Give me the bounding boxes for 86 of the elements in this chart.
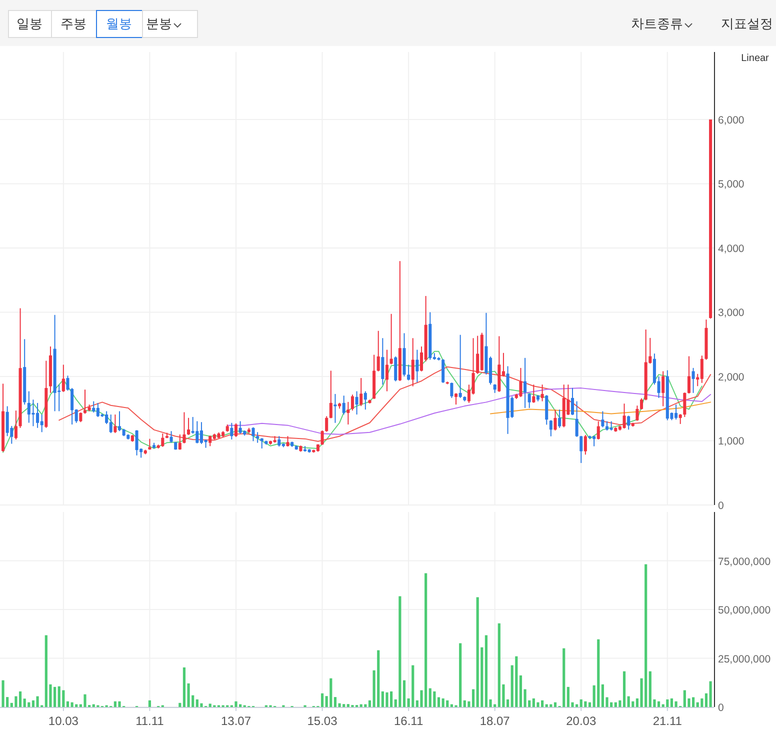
- bar: [386, 692, 388, 707]
- line-series: [490, 402, 712, 414]
- bar: [23, 698, 26, 707]
- bar: [32, 700, 35, 707]
- bar: [618, 700, 622, 707]
- line-series: [58, 366, 712, 442]
- bar: [18, 691, 22, 707]
- text: 지표설정: [721, 16, 773, 31]
- bar: [463, 700, 466, 707]
- text: 월봉: [106, 16, 132, 31]
- bar: [627, 696, 630, 707]
- bar: [704, 693, 708, 707]
- bar: [709, 681, 712, 707]
- bar: [472, 689, 475, 707]
- bar: [58, 686, 60, 707]
- bar: [70, 702, 74, 707]
- bar: [519, 675, 522, 707]
- y-tick-label: 6,000: [718, 114, 744, 126]
- x-tick-label: 11.11: [136, 714, 164, 728]
- y-tick-label: 0: [718, 500, 724, 512]
- bar: [554, 702, 557, 707]
- bar: [588, 702, 592, 707]
- bar: [433, 691, 436, 707]
- bar: [580, 699, 582, 707]
- bar: [2, 680, 4, 707]
- bar: [622, 671, 626, 707]
- text: 주봉: [60, 16, 86, 31]
- bar: [36, 696, 39, 707]
- y-tick-label: 50,000,000: [718, 604, 771, 616]
- bar: [666, 699, 669, 707]
- y-tick-label: 0: [718, 702, 724, 714]
- bar: [674, 701, 678, 707]
- bar: [412, 665, 414, 707]
- bar: [468, 701, 470, 707]
- bar: [28, 702, 30, 707]
- x-tick-label: 16.11: [394, 714, 424, 728]
- bar: [330, 678, 332, 707]
- x-tick-label: 13.07: [220, 714, 252, 728]
- x-tick-label: 10.03: [48, 714, 79, 728]
- bar: [402, 680, 406, 707]
- bar: [670, 698, 674, 707]
- bar: [584, 701, 587, 707]
- bar: [476, 597, 479, 707]
- bar: [84, 694, 86, 707]
- bar: [562, 648, 566, 707]
- bar: [53, 686, 56, 707]
- x-tick-label: 20.03: [566, 714, 596, 728]
- line-series: [2, 350, 702, 453]
- bar: [437, 697, 440, 707]
- y-tick-label: 1,000: [718, 436, 744, 448]
- x-tick-label: 18.07: [480, 714, 510, 728]
- text: 분봉: [146, 16, 172, 31]
- y-tick-label: 2,000: [718, 371, 744, 384]
- y-tick-label: 3,000: [718, 307, 744, 320]
- bar: [398, 596, 402, 707]
- bar: [334, 697, 337, 707]
- bar: [657, 701, 660, 707]
- bar: [515, 656, 518, 707]
- y-tick-label: 5,000: [718, 178, 744, 191]
- bar: [700, 698, 704, 707]
- x-tick-label: 21.11: [652, 714, 682, 728]
- bar: [66, 701, 70, 707]
- bar: [442, 698, 444, 707]
- bar: [118, 701, 121, 707]
- bar: [614, 702, 617, 707]
- bar: [208, 704, 212, 707]
- bar: [597, 639, 600, 707]
- bar: [536, 702, 540, 707]
- bar: [320, 693, 324, 707]
- bar: [178, 702, 182, 707]
- bar: [446, 700, 449, 707]
- bar: [148, 700, 151, 707]
- text: 일봉: [16, 16, 42, 31]
- bar: [182, 667, 186, 707]
- text: 차트종류: [631, 16, 683, 31]
- bar: [484, 635, 488, 707]
- text: Linear: [741, 53, 770, 64]
- bar: [234, 701, 238, 707]
- y-tick-label: 75,000,000: [718, 556, 771, 568]
- bar: [428, 688, 432, 707]
- x-tick-label: 15.03: [307, 714, 338, 728]
- bar: [200, 703, 203, 707]
- bar: [696, 702, 699, 707]
- y-tick-label: 4,000: [718, 242, 744, 255]
- y-tick-label: 25,000,000: [718, 653, 771, 666]
- bar: [62, 690, 65, 707]
